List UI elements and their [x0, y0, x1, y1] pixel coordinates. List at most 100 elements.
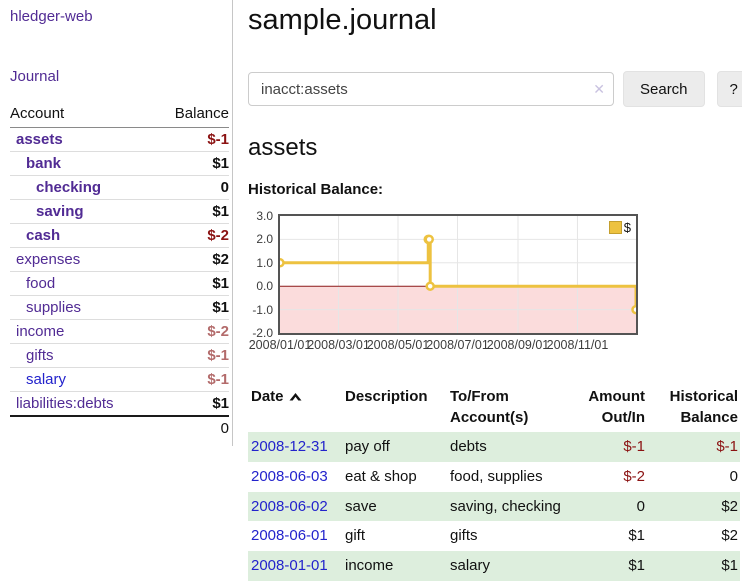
account-link-expenses[interactable]: expenses	[16, 251, 81, 268]
register-col-balance: Historical Balance	[669, 388, 738, 426]
transaction-accounts: debts	[450, 432, 565, 462]
account-link-supplies[interactable]: supplies	[26, 299, 82, 316]
y-tick-label: 0.0	[256, 279, 273, 294]
chart-plot[interactable]: $	[278, 214, 638, 335]
accounts-total-value: 0	[153, 415, 229, 440]
x-tick-label: 2008/09/01	[486, 338, 550, 352]
account-balance: $-2	[153, 319, 229, 344]
register-row: 2008-06-03 eat & shop food, supplies $-2…	[248, 462, 740, 492]
transaction-description: gift	[345, 527, 366, 545]
register-col-description: Description	[345, 388, 428, 405]
transaction-balance: 0	[729, 467, 738, 485]
chart-plot-svg	[280, 216, 636, 333]
chart-title: Historical Balance:	[248, 181, 384, 198]
transaction-date-link[interactable]: 2008-06-01	[251, 527, 328, 545]
transaction-balance: $2	[647, 491, 740, 522]
sidebar: hledger-web Journal Account Balance asse…	[0, 0, 233, 446]
account-link-income[interactable]: income	[16, 323, 65, 340]
y-tick-label: -2.0	[252, 326, 273, 340]
account-balance: $1	[153, 271, 229, 296]
transaction-description: eat & shop	[345, 467, 417, 485]
transaction-amount: $1	[565, 551, 647, 581]
x-tick-label: 2008/03/01	[307, 338, 370, 352]
register-row: 2008-01-01 income salary $1 $1	[248, 551, 740, 581]
account-link-liabilities-debts[interactable]: liabilities:debts	[16, 395, 114, 412]
transaction-description: save	[345, 491, 450, 522]
account-link-gifts[interactable]: gifts	[26, 347, 54, 364]
transaction-amount: 0	[565, 491, 647, 522]
x-tick-label: 2008/05/01	[366, 338, 430, 352]
search-button[interactable]: Search	[623, 71, 705, 107]
y-tick-label: 3.0	[256, 209, 273, 223]
account-link-saving[interactable]: saving	[36, 203, 84, 220]
account-link-salary[interactable]: salary	[26, 371, 67, 388]
account-balance: $1	[153, 391, 229, 416]
account-row: saving $1	[10, 199, 229, 224]
account-balance: 0	[153, 175, 229, 200]
account-link-food[interactable]: food	[26, 275, 56, 292]
account-row: bank $1	[10, 151, 229, 176]
transaction-date-link[interactable]: 2008-06-03	[251, 467, 328, 485]
sort-ascending-icon	[289, 386, 302, 407]
y-tick-label: -1.0	[252, 302, 273, 317]
account-row: expenses $2	[10, 247, 229, 272]
register-col-accounts: To/From Account(s)	[450, 388, 529, 426]
register-header-row: Date Description To/From Account(s) Amoun…	[248, 384, 740, 432]
transaction-date-link[interactable]: 2008-12-31	[251, 438, 328, 455]
x-tick-label: 2008/01/01	[248, 338, 312, 352]
register-col-amount: Amount Out/In	[588, 388, 645, 426]
register-row: 2008-06-01 gift gifts $1 $2	[248, 521, 740, 551]
legend-swatch-icon	[608, 221, 622, 234]
main-content: sample.journal ✕ Search ? assets Histori…	[233, 0, 742, 581]
transaction-accounts: saving, checking	[450, 491, 565, 522]
help-button[interactable]: ?	[716, 71, 742, 107]
chart-y-axis: 3.0 2.0 1.0 0.0 -1.0 -2.0	[248, 208, 276, 340]
account-row: income $-2	[10, 319, 229, 344]
transaction-balance: $-1	[647, 432, 740, 462]
accounts-header-row: Account Balance	[10, 102, 229, 128]
register-col-date[interactable]: Date	[248, 384, 345, 432]
historical-balance-chart: 3.0 2.0 1.0 0.0 -1.0 -2.0 $ 2008/01/01 2008/03…	[248, 208, 742, 360]
account-row: assets $-1	[10, 127, 229, 152]
account-balance: $1	[153, 295, 229, 320]
app-title-link[interactable]: hledger-web	[10, 8, 93, 25]
chart-x-axis: 2008/01/01 2008/03/01 2008/05/01 2008/07/01…	[249, 338, 680, 356]
transaction-balance: $1	[647, 551, 740, 581]
account-balance: $2	[153, 247, 229, 272]
account-row: gifts $-1	[10, 343, 229, 368]
register-row: 2008-06-02 save saving, checking 0 $2	[248, 491, 740, 522]
transaction-amount: $-2	[623, 467, 645, 485]
account-link-cash[interactable]: cash	[26, 227, 61, 244]
accounts-col-balance: Balance	[153, 102, 229, 128]
account-balance: $-2	[153, 223, 229, 248]
account-row: liabilities:debts $1	[10, 391, 229, 416]
account-balance: $1	[153, 151, 229, 176]
legend-label: $	[623, 220, 631, 235]
register-row: 2008-12-31 pay off debts $-1 $-1	[248, 432, 740, 462]
transaction-accounts: gifts	[450, 527, 478, 545]
search-bar: ✕ Search ?	[248, 71, 742, 107]
x-tick-label: 2008/11/01	[546, 338, 609, 352]
account-link-checking[interactable]: checking	[36, 179, 102, 196]
sidebar-item-journal[interactable]: Journal	[10, 68, 60, 85]
x-tick-label: 2008/07/01	[426, 338, 489, 352]
account-link-assets[interactable]: assets	[16, 131, 63, 148]
transaction-date-link[interactable]: 2008-06-02	[251, 497, 328, 515]
transaction-description: income	[345, 551, 450, 581]
account-row: checking 0	[10, 175, 229, 200]
account-balance: $1	[153, 199, 229, 224]
account-row: food $1	[10, 271, 229, 296]
accounts-total-row: 0	[10, 415, 229, 440]
accounts-col-account: Account	[10, 102, 154, 128]
search-input[interactable]	[248, 72, 614, 106]
transaction-amount: $1	[628, 527, 645, 545]
account-heading: assets	[248, 134, 318, 161]
transaction-date-link[interactable]: 2008-01-01	[251, 557, 328, 574]
clear-search-icon[interactable]: ✕	[593, 81, 605, 97]
transaction-amount: $-1	[565, 432, 647, 462]
account-balance: $-1	[153, 343, 229, 368]
page-title: sample.journal	[248, 4, 437, 36]
transaction-balance: $2	[721, 527, 738, 545]
account-link-bank[interactable]: bank	[26, 155, 62, 172]
